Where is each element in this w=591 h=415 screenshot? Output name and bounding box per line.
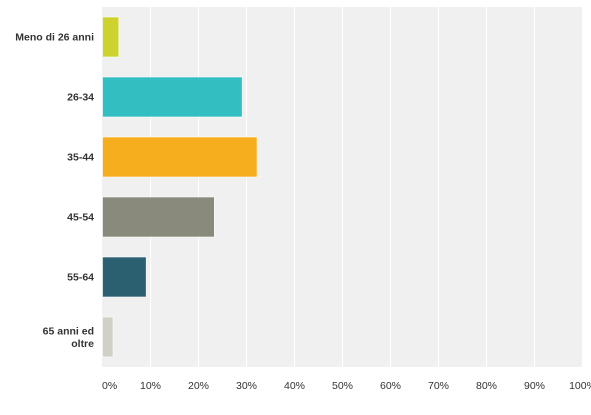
category-label: 65 anni ed oltre — [43, 325, 95, 350]
category-labels: Meno di 26 anni 26-34 35-44 45-54 55-64 65 an… — [15, 32, 94, 350]
gridlines — [150, 7, 583, 367]
bar — [102, 256, 147, 298]
x-axis-tick-labels: 0% 10% 20% 30% 40% 50% 60% 70% 80% 90% 100% — [102, 380, 591, 392]
x-tick-label: 40% — [284, 380, 305, 392]
x-tick-label: 90% — [524, 380, 545, 392]
bar — [102, 316, 114, 358]
bar — [102, 196, 215, 238]
bar — [102, 136, 258, 178]
x-tick-label: 50% — [332, 380, 353, 392]
x-tick-label: 70% — [428, 380, 449, 392]
x-tick-label: 60% — [380, 380, 401, 392]
bar — [102, 76, 243, 118]
category-label: 26-34 — [67, 92, 94, 104]
x-tick-label: 30% — [236, 380, 257, 392]
x-tick-label: 20% — [188, 380, 209, 392]
category-label: 55-64 — [67, 272, 94, 284]
x-tick-label: 100% — [569, 380, 591, 392]
category-label: Meno di 26 anni — [15, 32, 94, 44]
category-label: 45-54 — [67, 212, 94, 224]
bar — [102, 16, 120, 58]
bars — [102, 16, 258, 358]
category-label: 35-44 — [67, 152, 94, 164]
x-tick-label: 80% — [476, 380, 497, 392]
x-tick-label: 0% — [102, 380, 117, 392]
x-tick-label: 10% — [140, 380, 161, 392]
